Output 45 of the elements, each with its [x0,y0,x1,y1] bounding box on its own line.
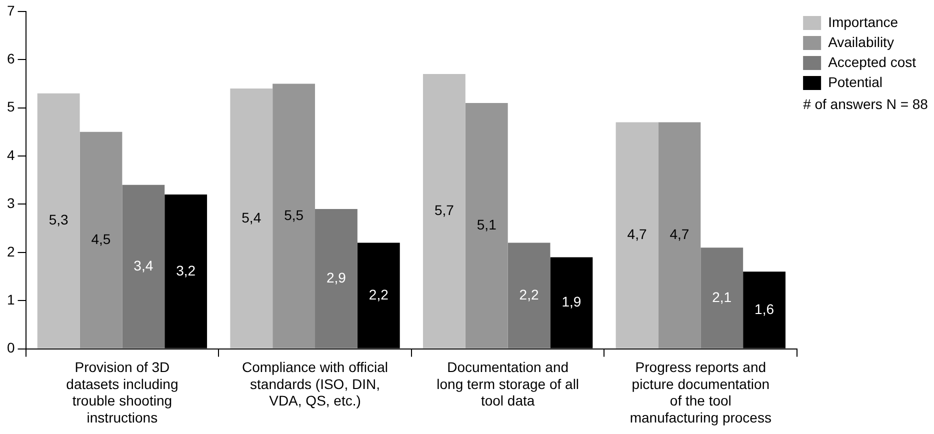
data-label: 4,5 [91,230,111,247]
x-tick-label: Provision of 3D datasets including trouble shooting instructions [66,359,178,426]
y-tick-label: 0 [6,340,15,356]
bar [508,242,550,348]
bar [422,74,466,348]
data-label: 5,4 [242,209,262,226]
text: # of answers N = 88 [803,96,928,112]
data-label: 4,7 [627,226,647,242]
bar [700,248,744,348]
bar [122,184,165,348]
bar [315,209,358,348]
legend-label: Importance [828,14,898,30]
y-tick-label: 2 [6,243,15,260]
data-label: 1,6 [754,300,774,317]
bar [616,122,658,348]
legend-label: Potential [828,74,883,90]
data-label: 2,2 [519,286,539,302]
data-label: 3,4 [134,257,154,274]
legend-label: Accepted cost [828,54,916,70]
data-label: 2,1 [712,288,732,305]
data-label: 2,9 [326,270,346,286]
data-label: 5,7 [434,202,454,218]
data-label: 4,7 [670,226,690,242]
data-label: 5,3 [48,212,69,228]
data-label: 2,2 [368,286,389,302]
bar [658,122,701,348]
data-label: 1,9 [562,294,582,310]
data-label: 5,1 [476,216,497,232]
bar [37,93,80,348]
legend-label: Availability [828,34,894,50]
x-tick-label: Progress reports and picture documentation of the tool manufacturing process [630,359,772,426]
bar [465,102,508,348]
x-tick-label: Compliance with official standards (ISO, DIN, VDA, QS, etc.) [242,359,388,409]
bar [230,88,273,348]
y-tick-label: 5 [6,98,15,115]
bar [80,132,122,348]
bar [272,84,316,348]
y-tick-label: 6 [6,50,15,66]
data-label: 5,5 [284,206,304,223]
y-tick-label: 1 [6,291,15,308]
y-tick-label: 7 [6,2,15,18]
y-tick-label: 3 [6,195,15,212]
x-tick-label: Documentation and long term storage of all tool data [436,359,580,409]
data-label: 3,2 [176,262,196,278]
y-tick-label: 4 [6,146,15,163]
